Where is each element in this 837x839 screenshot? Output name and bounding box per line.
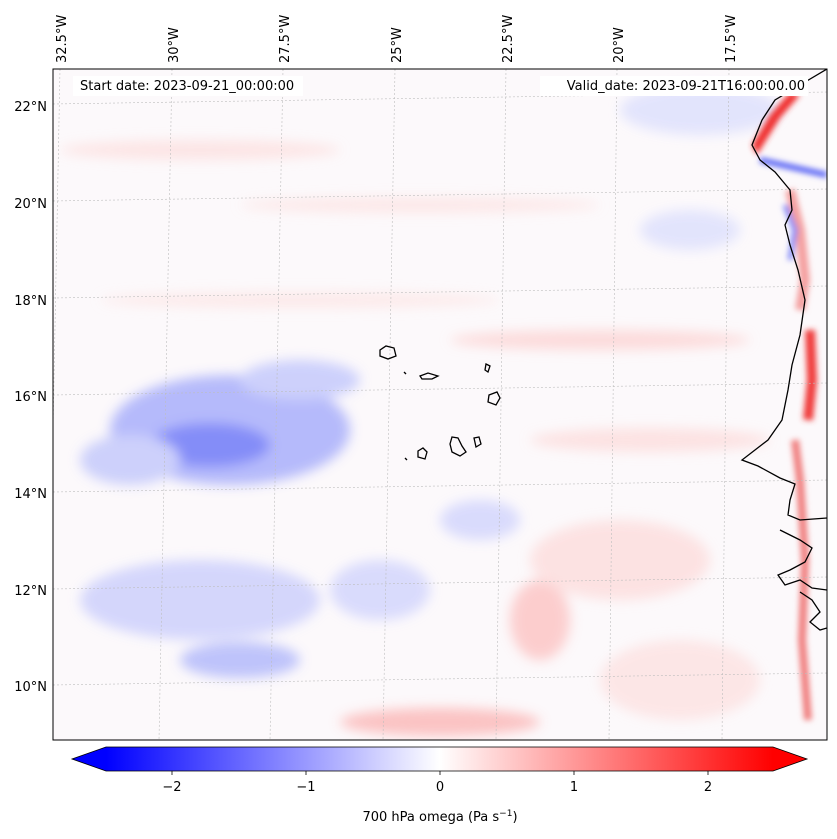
longitude-labels: 32.5°W 30°W 27.5°W 25°W 22.5°W 20°W 17.5… — [55, 15, 739, 63]
latitude-labels: 22°N 20°N 18°N 16°N 14°N 12°N 10°N — [14, 100, 47, 695]
lon-label-22-5w: 22.5°W — [501, 15, 516, 63]
colorbar: −2 −1 0 1 2 700 hPa omega (Pa s−1) — [70, 746, 809, 825]
colorbar-tick-neg1: −1 — [296, 780, 315, 795]
lon-label-20w: 20°W — [612, 27, 627, 63]
lon-label-17-5w: 17.5°W — [724, 15, 739, 63]
valid-date: Valid_date: 2023-09-21T16:00:00.00 — [567, 79, 805, 94]
colorbar-tick-2: 2 — [704, 780, 712, 795]
colorbar-label: 700 hPa omega (Pa s−1) — [362, 809, 517, 825]
colorbar-min-extend — [72, 747, 106, 771]
lon-label-25w: 25°W — [390, 27, 405, 63]
colorbar-tick-1: 1 — [570, 780, 578, 795]
lat-label-14n: 14°N — [14, 487, 47, 502]
coastline — [379, 69, 827, 631]
start-date: Start date: 2023-09-21_00:00:00 — [80, 79, 294, 94]
omega-field — [53, 69, 827, 740]
lat-label-12n: 12°N — [14, 584, 47, 599]
lat-label-18n: 18°N — [14, 294, 47, 309]
colorbar-gradient — [106, 747, 773, 771]
lon-label-30w: 30°W — [167, 27, 182, 63]
colorbar-tick-0: 0 — [436, 780, 444, 795]
lat-label-20n: 20°N — [14, 197, 47, 212]
colorbar-max-extend — [773, 747, 807, 771]
colorbar-tick-neg2: −2 — [162, 780, 181, 795]
lon-label-32-5w: 32.5°W — [55, 15, 70, 63]
lon-label-27-5w: 27.5°W — [278, 15, 293, 63]
lat-label-16n: 16°N — [14, 390, 47, 405]
map-frame — [52, 68, 828, 741]
lat-label-22n: 22°N — [14, 100, 47, 115]
lat-label-10n: 10°N — [14, 680, 47, 695]
